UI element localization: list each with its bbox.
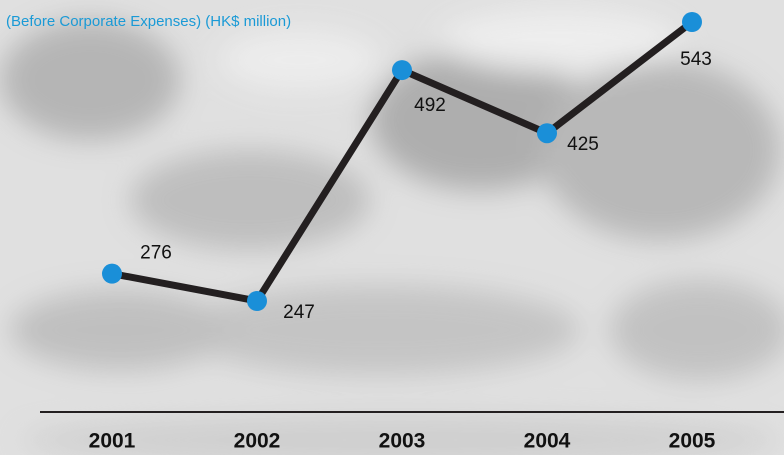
data-point — [392, 60, 412, 81]
data-point — [682, 12, 702, 32]
x-tick-label: 2002 — [234, 430, 281, 453]
data-point — [102, 263, 122, 284]
chart-subtitle: (Before Corporate Expenses) (HK$ million… — [6, 13, 291, 30]
data-label: 492 — [414, 95, 446, 116]
data-point — [247, 291, 267, 311]
data-point — [537, 123, 557, 144]
data-label: 247 — [283, 302, 315, 323]
x-tick-label: 2001 — [89, 430, 136, 453]
data-label: 276 — [140, 243, 172, 264]
x-tick-label: 2004 — [524, 430, 571, 453]
data-label: 425 — [567, 134, 599, 155]
x-tick-label: 2005 — [669, 430, 716, 453]
data-label: 543 — [680, 49, 712, 70]
x-tick-label: 2003 — [379, 430, 426, 453]
